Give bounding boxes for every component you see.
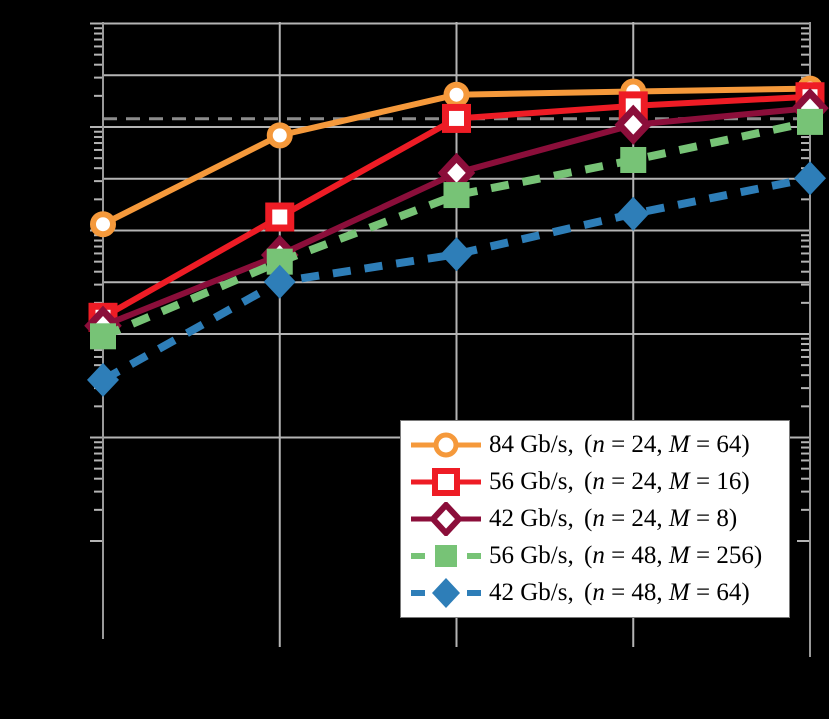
- legend-item-1[interactable]: 56 Gb/s, (n = 24, M = 16): [409, 464, 779, 500]
- data-point-square-filled: [443, 182, 470, 209]
- chart-legend: 84 Gb/s, (n = 24, M = 64) 56 Gb/s, (n = …: [400, 420, 790, 618]
- legend-swatch-red-square: [409, 465, 483, 499]
- data-point-circle-open: [90, 211, 116, 238]
- data-point-diamond-open: [614, 104, 653, 145]
- legend-swatch-blue-diamond: [409, 576, 483, 610]
- legend-item-3[interactable]: 56 Gb/s, (n = 48, M = 256): [409, 538, 779, 574]
- data-point-square-open: [442, 103, 471, 133]
- data-series-layer: [84, 75, 829, 397]
- legend-label-2: 42 Gb/s, (n = 24, M = 8): [489, 504, 738, 532]
- legend-swatch-green-square: [409, 539, 483, 573]
- data-point-diamond-filled: [440, 237, 473, 272]
- data-point-square-filled: [90, 323, 116, 350]
- series-line: [101, 174, 811, 384]
- series-line: [101, 117, 811, 340]
- legend-swatch-orange-circle: [409, 428, 483, 462]
- data-point-circle-open: [443, 81, 470, 108]
- data-point-diamond-filled: [617, 196, 650, 231]
- legend-item-0[interactable]: 84 Gb/s, (n = 24, M = 64): [409, 427, 779, 463]
- data-point-square-filled: [797, 108, 823, 135]
- series-4: [87, 161, 826, 397]
- data-point-circle-open: [266, 122, 293, 149]
- legend-label-3: 56 Gb/s, (n = 48, M = 256): [489, 541, 763, 569]
- data-point-square-open: [265, 202, 295, 232]
- legend-item-4[interactable]: 42 Gb/s, (n = 48, M = 64): [409, 575, 779, 611]
- data-point-diamond-filled: [794, 161, 826, 196]
- data-point-square-filled: [620, 146, 647, 173]
- legend-item-2[interactable]: 42 Gb/s, (n = 24, M = 8): [409, 501, 779, 537]
- data-point-diamond-filled: [87, 362, 119, 397]
- legend-swatch-darkred-diamond: [409, 501, 483, 536]
- legend-label-0: 84 Gb/s, (n = 24, M = 64): [489, 431, 750, 459]
- legend-label-1: 56 Gb/s, (n = 24, M = 16): [489, 468, 750, 496]
- log-minor-ticks: [90, 22, 810, 542]
- legend-label-4: 42 Gb/s, (n = 48, M = 64): [489, 578, 750, 606]
- data-point-diamond-filled: [263, 264, 296, 299]
